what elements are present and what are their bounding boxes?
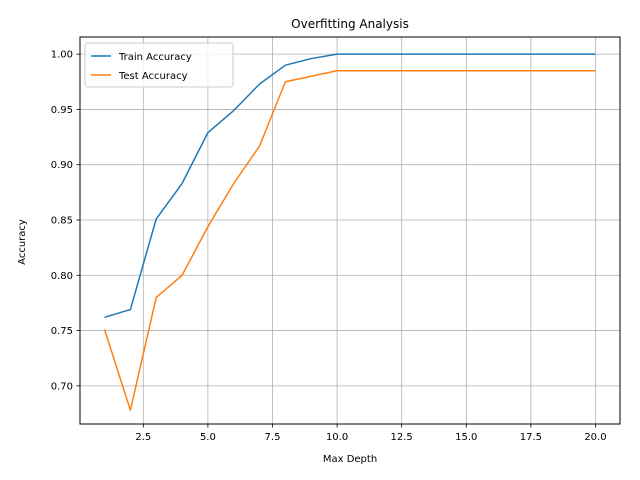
x-axis-label: Max Depth	[323, 454, 377, 465]
y-tick-label: 0.85	[51, 215, 73, 226]
series-layer	[103, 53, 596, 411]
y-tick-label: 1.00	[51, 50, 73, 61]
x-tick-label: 17.5	[520, 432, 542, 443]
x-axis-ticks: 2.5 5.0 7.5 10.0 12.5 15.0 17.5 20.0	[135, 424, 607, 443]
y-tick-label: 0.95	[51, 105, 73, 116]
x-tick-label: 5.0	[200, 432, 216, 443]
y-axis-ticks: 0.70 0.75 0.80 0.85 0.90 0.95 1.00	[51, 50, 80, 392]
legend-label-test-accuracy: Test Accuracy	[118, 71, 188, 82]
x-tick-label: 20.0	[584, 432, 606, 443]
y-tick-label: 0.75	[51, 326, 73, 337]
y-axis-label: Accuracy	[17, 219, 28, 265]
x-tick-label: 2.5	[135, 432, 151, 443]
plot-frame	[79, 36, 621, 425]
legend-label-train-accuracy: Train Accuracy	[118, 52, 192, 63]
legend: Train Accuracy Test Accuracy	[84, 42, 234, 88]
chart-title: Overfitting Analysis	[291, 17, 409, 31]
x-tick-label: 7.5	[265, 432, 281, 443]
series-line-test-accuracy	[103, 69, 596, 411]
series-line-train-accuracy	[104, 53, 596, 319]
y-tick-label: 0.90	[51, 160, 73, 171]
grid-lines	[80, 37, 620, 424]
legend-box	[84, 42, 234, 88]
x-tick-label: 12.5	[391, 432, 413, 443]
x-tick-label: 15.0	[455, 432, 477, 443]
y-tick-label: 0.70	[51, 381, 73, 392]
x-tick-label: 10.0	[326, 432, 348, 443]
y-tick-label: 0.80	[51, 271, 73, 282]
